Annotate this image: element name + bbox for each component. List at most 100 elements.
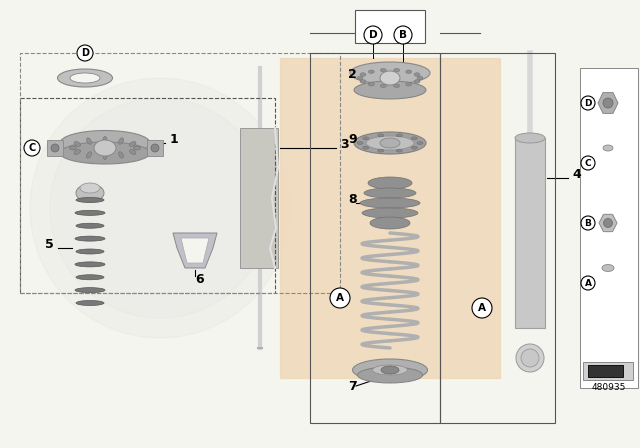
Ellipse shape: [372, 365, 408, 375]
Text: A: A: [584, 279, 591, 288]
Ellipse shape: [368, 177, 412, 189]
Circle shape: [581, 276, 595, 290]
Polygon shape: [173, 233, 217, 268]
Ellipse shape: [58, 69, 113, 87]
Ellipse shape: [412, 146, 417, 149]
Ellipse shape: [76, 249, 104, 254]
Text: B: B: [399, 30, 407, 40]
Bar: [240, 128, 278, 268]
Polygon shape: [598, 93, 618, 113]
Ellipse shape: [368, 82, 374, 86]
Bar: [583, 362, 633, 380]
FancyBboxPatch shape: [280, 58, 500, 378]
Text: 4: 4: [572, 168, 580, 181]
Text: B: B: [584, 219, 591, 228]
Ellipse shape: [129, 150, 136, 155]
Bar: [515, 138, 545, 328]
Ellipse shape: [521, 349, 539, 367]
Ellipse shape: [118, 138, 124, 144]
Circle shape: [472, 298, 492, 318]
Ellipse shape: [381, 366, 399, 374]
Ellipse shape: [86, 138, 92, 144]
Ellipse shape: [74, 142, 81, 146]
Ellipse shape: [380, 71, 400, 85]
Ellipse shape: [414, 80, 420, 83]
Ellipse shape: [76, 301, 104, 306]
Text: 3: 3: [340, 138, 349, 151]
Ellipse shape: [603, 145, 613, 151]
Circle shape: [604, 219, 612, 228]
Circle shape: [30, 78, 290, 338]
Bar: [355, 10, 425, 43]
Text: 9: 9: [348, 133, 356, 146]
Circle shape: [581, 156, 595, 170]
Ellipse shape: [75, 288, 105, 293]
Circle shape: [581, 96, 595, 110]
Ellipse shape: [364, 188, 416, 198]
Circle shape: [603, 98, 613, 108]
Ellipse shape: [380, 138, 400, 148]
Ellipse shape: [406, 82, 412, 86]
Circle shape: [24, 140, 40, 156]
Text: C: C: [28, 143, 36, 153]
Ellipse shape: [357, 76, 363, 80]
Ellipse shape: [380, 84, 387, 87]
Bar: [20, 98, 275, 293]
Ellipse shape: [396, 134, 403, 137]
Circle shape: [77, 45, 93, 61]
Ellipse shape: [378, 149, 384, 152]
Ellipse shape: [103, 152, 107, 159]
Ellipse shape: [134, 146, 141, 150]
Ellipse shape: [60, 142, 150, 164]
Ellipse shape: [76, 275, 104, 280]
Ellipse shape: [406, 70, 412, 73]
Ellipse shape: [70, 146, 77, 150]
Ellipse shape: [394, 84, 399, 87]
Ellipse shape: [75, 236, 105, 241]
Ellipse shape: [380, 69, 387, 72]
Ellipse shape: [86, 152, 92, 158]
Ellipse shape: [353, 359, 428, 381]
Bar: [147, 140, 163, 156]
Ellipse shape: [354, 81, 426, 99]
Text: 480935: 480935: [592, 383, 626, 392]
Ellipse shape: [118, 152, 124, 158]
Text: 1: 1: [170, 133, 179, 146]
Bar: [588, 365, 623, 377]
Ellipse shape: [103, 137, 107, 143]
Text: 7: 7: [348, 380, 356, 393]
Ellipse shape: [360, 73, 366, 76]
Text: D: D: [81, 48, 89, 58]
Text: C: C: [585, 159, 591, 168]
Text: 8: 8: [348, 193, 356, 206]
Ellipse shape: [60, 130, 150, 155]
Ellipse shape: [412, 137, 417, 140]
Ellipse shape: [396, 149, 403, 152]
Ellipse shape: [70, 73, 100, 83]
Text: A: A: [478, 303, 486, 313]
Bar: [20, 53, 340, 293]
Bar: [47, 140, 63, 156]
Ellipse shape: [394, 69, 399, 72]
Ellipse shape: [515, 133, 545, 143]
Polygon shape: [181, 238, 209, 263]
Ellipse shape: [358, 367, 422, 383]
Ellipse shape: [76, 223, 104, 228]
Ellipse shape: [75, 211, 105, 215]
Ellipse shape: [350, 62, 430, 84]
Ellipse shape: [94, 140, 116, 156]
Circle shape: [364, 26, 382, 44]
Ellipse shape: [357, 142, 363, 145]
Ellipse shape: [80, 183, 100, 193]
Circle shape: [581, 216, 595, 230]
Ellipse shape: [516, 344, 544, 372]
Ellipse shape: [417, 76, 423, 80]
Text: D: D: [584, 99, 592, 108]
Text: 6: 6: [195, 273, 204, 286]
Bar: [440, 53, 555, 423]
Circle shape: [151, 144, 159, 152]
Ellipse shape: [76, 184, 104, 202]
Polygon shape: [599, 214, 617, 232]
Ellipse shape: [602, 264, 614, 271]
Circle shape: [51, 144, 59, 152]
